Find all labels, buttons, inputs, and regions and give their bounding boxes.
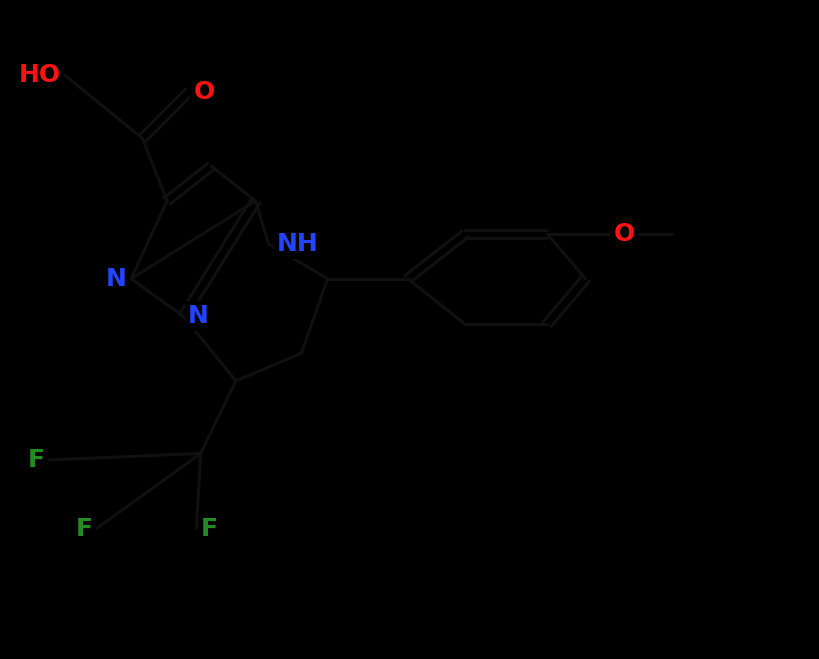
Text: F: F <box>75 517 93 540</box>
Text: NH: NH <box>277 232 319 256</box>
Text: F: F <box>28 448 45 472</box>
Text: F: F <box>201 517 218 540</box>
Text: HO: HO <box>19 63 61 87</box>
Text: O: O <box>193 80 215 103</box>
Text: O: O <box>613 222 635 246</box>
Text: N: N <box>188 304 208 328</box>
Text: N: N <box>106 267 127 291</box>
